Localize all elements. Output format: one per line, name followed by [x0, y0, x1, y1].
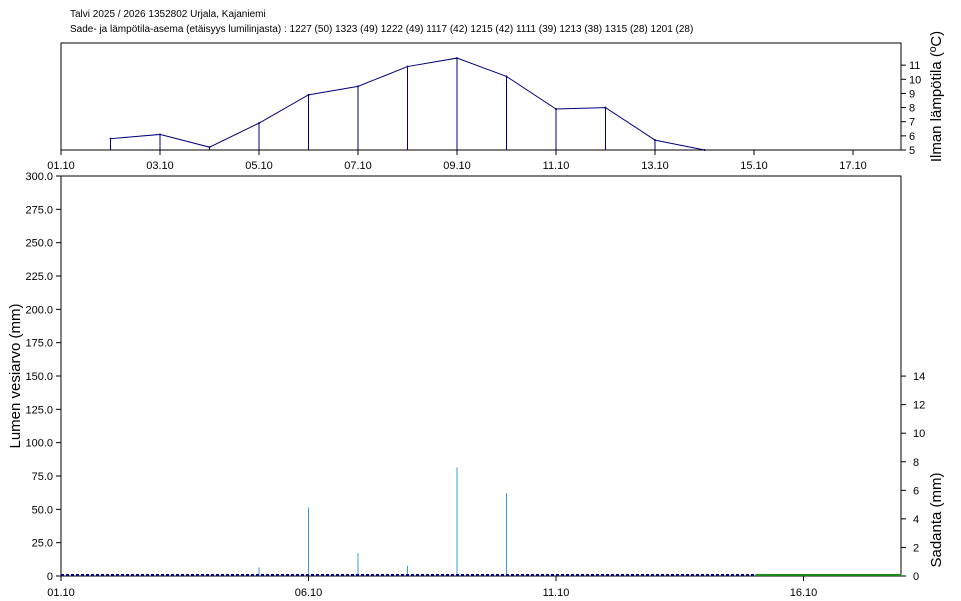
- temp-point: [406, 65, 409, 68]
- temp-x-tick-label: 01.10: [47, 160, 75, 172]
- snow-y-tick-label: 250.0: [25, 238, 53, 250]
- temp-y-tick-label: 8: [909, 103, 915, 115]
- temp-y-tick-label: 5: [909, 145, 915, 157]
- snow-y-tick-label: 0: [47, 571, 53, 583]
- temp-point: [555, 107, 557, 110]
- temp-x-tick-label: 03.10: [146, 160, 174, 172]
- temp-point: [604, 106, 607, 109]
- snow-y-axis-label: Lumen vesiarvo (mm): [7, 303, 24, 448]
- temp-x-tick-label: 15.10: [740, 160, 768, 172]
- precip-y-tick-label: 4: [913, 514, 919, 526]
- temp-y-tick-label: 11: [909, 60, 920, 72]
- precip-y-axis-label: Sadanta (mm): [928, 472, 945, 567]
- snow-y-tick-label: 225.0: [25, 271, 53, 283]
- snow-y-tick-label: 300.0: [25, 171, 53, 183]
- snow-x-tick-label: 16.10: [790, 587, 818, 599]
- temp-y-tick-label: 6: [909, 131, 915, 143]
- snow-y-tick-label: 100.0: [25, 438, 53, 450]
- chart-title: Talvi 2025 / 2026 1352802 Urjala, Kajani…: [70, 9, 266, 20]
- precip-y-tick-label: 12: [913, 400, 925, 412]
- temp-point: [258, 122, 260, 125]
- precip-y-tick-label: 2: [913, 542, 919, 554]
- snow-x-tick-label: 06.10: [295, 587, 323, 599]
- precip-y-tick-label: 10: [913, 428, 925, 440]
- snow-y-tick-label: 275.0: [25, 204, 53, 216]
- temp-point: [357, 85, 359, 88]
- temp-x-tick-label: 07.10: [344, 160, 372, 172]
- temp-x-tick-label: 17.10: [839, 160, 867, 172]
- snow-y-tick-label: 150.0: [25, 371, 53, 383]
- temp-point: [208, 146, 211, 149]
- precip-y-tick-label: 6: [913, 485, 919, 497]
- temp-x-tick-label: 05.10: [245, 160, 273, 172]
- snow-y-tick-label: 200.0: [25, 304, 53, 316]
- snow-y-tick-label: 50.0: [32, 504, 53, 516]
- temp-point: [456, 57, 458, 60]
- snow-x-tick-label: 01.10: [47, 587, 75, 599]
- temp-point: [703, 149, 706, 151]
- precip-y-tick-label: 0: [913, 571, 919, 583]
- precip-y-tick-label: 14: [913, 371, 925, 383]
- snow-y-tick-label: 25.0: [32, 538, 53, 550]
- temp-y-axis-label: Ilman lämpötila (ºC): [928, 31, 945, 162]
- temp-y-tick-label: 7: [909, 117, 915, 129]
- snow-y-tick-label: 175.0: [25, 338, 53, 350]
- temp-point: [307, 93, 310, 96]
- temp-x-tick-label: 11.10: [543, 160, 570, 172]
- snow-y-tick-label: 75.0: [32, 471, 53, 483]
- temp-y-tick-label: 9: [909, 88, 915, 100]
- temp-point: [159, 133, 161, 136]
- station-list: Sade- ja lämpötila-asema (etäisyys lumil…: [70, 24, 694, 35]
- temp-point: [109, 137, 112, 140]
- temp-point: [654, 139, 656, 142]
- temperature-plot-frame: [60, 42, 902, 151]
- snow-y-tick-label: 125.0: [25, 404, 53, 416]
- temp-point: [505, 75, 508, 78]
- temp-x-tick-label: 09.10: [443, 160, 471, 172]
- precip-y-tick-label: 8: [913, 457, 919, 469]
- main-plot-frame: [60, 175, 902, 577]
- snow-x-tick-label: 11.10: [543, 587, 570, 599]
- temp-x-tick-label: 13.10: [641, 160, 669, 172]
- temp-y-tick-label: 10: [909, 74, 921, 86]
